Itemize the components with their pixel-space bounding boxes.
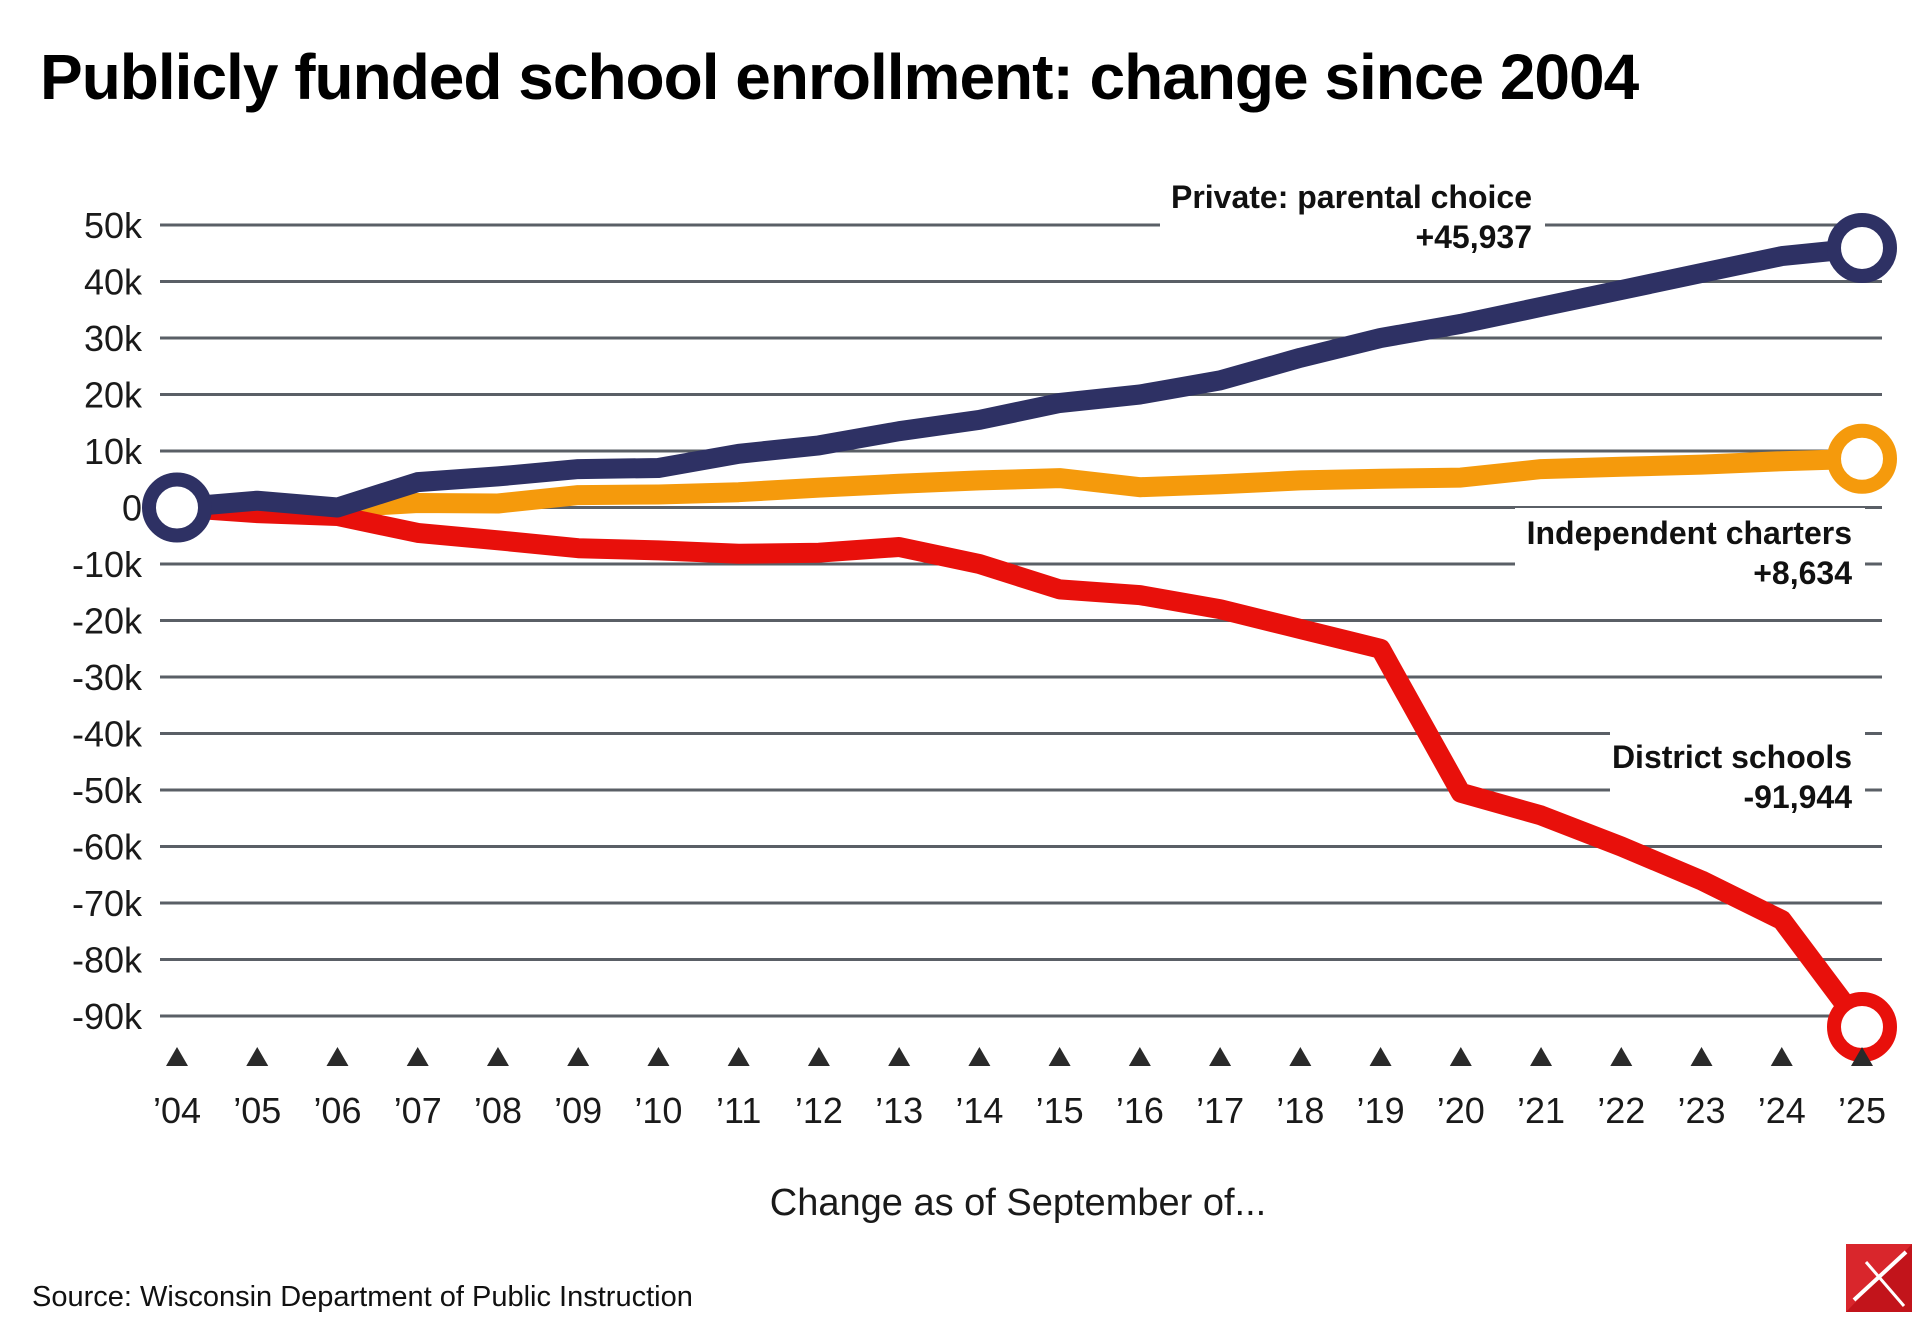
x-tick-label: ’11 [716, 1090, 761, 1131]
x-tick-label: ’06 [313, 1090, 361, 1131]
y-tick-label: 0 [122, 488, 142, 529]
x-tick-marker [1770, 1047, 1793, 1066]
x-tick-marker [1209, 1047, 1232, 1066]
charters-series-name: Independent charters [1527, 515, 1852, 551]
start-point-marker [142, 472, 212, 543]
x-tick-label: ’14 [955, 1090, 1003, 1131]
x-tick-marker [166, 1047, 188, 1066]
y-tick-label: 20k [84, 375, 143, 416]
x-tick-marker [1530, 1047, 1553, 1066]
x-tick-label: ’12 [795, 1090, 843, 1131]
y-tick-label: -60k [72, 827, 143, 868]
y-tick-label: 40k [84, 262, 143, 303]
x-tick-label: ’04 [153, 1090, 201, 1131]
y-tick-label: -70k [72, 883, 143, 924]
y-tick-label: -30k [72, 657, 143, 698]
x-tick-marker [807, 1047, 830, 1066]
x-tick-marker [888, 1047, 911, 1066]
x-tick-label: ’16 [1116, 1090, 1164, 1131]
x-tick-marker [406, 1047, 429, 1066]
x-tick-marker [1369, 1047, 1392, 1066]
x-tick-marker [486, 1047, 509, 1066]
y-tick-label: 50k [84, 205, 143, 246]
charters-series-total: +8,634 [1753, 555, 1852, 591]
series-endpoints [142, 212, 1897, 1062]
x-tick-marker [1048, 1047, 1071, 1066]
private-series-total: +45,937 [1415, 219, 1532, 255]
x-tick-label: ’19 [1357, 1090, 1405, 1131]
x-tick-label: ’25 [1838, 1090, 1886, 1131]
charters-endpoint-marker [1827, 423, 1897, 494]
x-tick-marker [246, 1047, 269, 1066]
y-tick-label: -40k [72, 714, 143, 755]
x-tick-label: ’13 [875, 1090, 923, 1131]
x-tick-marker [647, 1047, 670, 1066]
publisher-logo [1846, 1244, 1912, 1312]
x-tick-label: ’17 [1196, 1090, 1244, 1131]
private-series-line [167, 238, 1872, 518]
private-endpoint-marker [1827, 212, 1897, 283]
x-tick-label: ’22 [1597, 1090, 1645, 1131]
district-label-bg [1610, 732, 1865, 818]
x-tick-label: ’18 [1276, 1090, 1324, 1131]
x-tick-marker [1289, 1047, 1312, 1066]
y-tick-label: -90k [72, 996, 143, 1037]
x-tick-label: ’23 [1678, 1090, 1726, 1131]
x-tick-label: ’15 [1036, 1090, 1084, 1131]
y-tick-label: -80k [72, 940, 143, 981]
series-lines [167, 238, 1872, 1037]
x-tick-marker [968, 1047, 991, 1066]
x-tick-label: ’05 [233, 1090, 281, 1131]
gridlines [160, 223, 1882, 1018]
series-labels: Private: parental choice +45,937 Indepen… [1160, 172, 1865, 818]
x-tick-marker [1851, 1047, 1873, 1066]
x-tick-label: ’10 [634, 1090, 682, 1131]
charters-label-bg [1515, 508, 1865, 594]
x-tick-marker [1449, 1047, 1472, 1066]
x-tick-marker [1690, 1047, 1713, 1066]
y-tick-label: 10k [84, 431, 143, 472]
private-series-name: Private: parental choice [1171, 179, 1532, 215]
chart-title: Publicly funded school enrollment: chang… [40, 41, 1639, 113]
x-tick-label: ’24 [1758, 1090, 1806, 1131]
source-note: Source: Wisconsin Department of Public I… [32, 1281, 693, 1313]
district-series-total: -91,944 [1743, 779, 1852, 815]
x-tick-label: ’20 [1437, 1090, 1485, 1131]
x-tick-marker [1128, 1047, 1151, 1066]
x-tick-marker [727, 1047, 750, 1066]
y-tick-label: -50k [72, 770, 143, 811]
y-tick-label: -20k [72, 601, 143, 642]
logo-stroke-2 [1864, 1261, 1906, 1307]
district-series-line [167, 497, 1872, 1037]
x-tick-label: ’09 [554, 1090, 602, 1131]
x-tick-label: ’21 [1517, 1090, 1565, 1131]
district-endpoint-marker [1827, 991, 1897, 1062]
x-tick-marker [326, 1047, 349, 1066]
charters-series-line [167, 448, 1872, 520]
x-tick-label: ’08 [474, 1090, 522, 1131]
x-tick-label: ’07 [394, 1090, 442, 1131]
x-axis-ticks: ’04 ’05 ’06 ’07 ’08 ’09 ’10 ’11 ’12 ’13 ’14 ’15 ’16 ’… [153, 1047, 1886, 1131]
y-tick-label: 30k [84, 318, 143, 359]
private-label-bg [1160, 172, 1545, 258]
y-tick-label: -10k [72, 544, 143, 585]
y-axis-ticks: 50k 40k 30k 20k 10k 0 -10k -20k -30k -40k -50k -60k… [72, 205, 143, 1037]
x-tick-marker [1610, 1047, 1633, 1066]
x-tick-marker [567, 1047, 590, 1066]
x-axis-label: Change as of September of... [770, 1182, 1266, 1224]
district-series-name: District schools [1612, 739, 1852, 775]
